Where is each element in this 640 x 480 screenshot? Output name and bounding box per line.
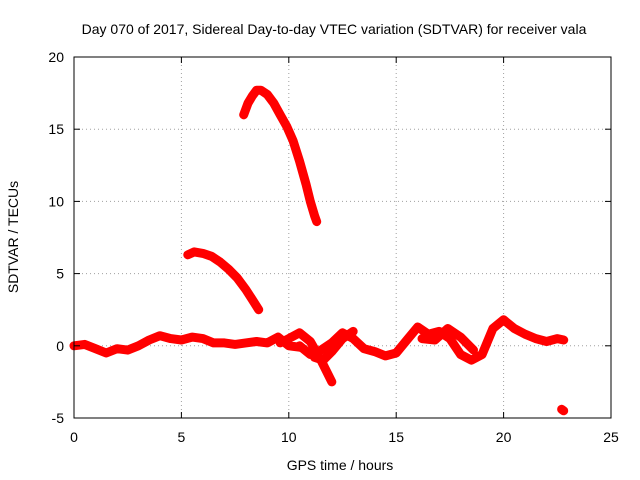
series-baseline-arc-5 (417, 324, 478, 355)
series-isolated-point (557, 404, 569, 416)
series-band (69, 331, 304, 358)
plot-frame (73, 56, 612, 419)
series-mid-arc-1 (183, 247, 264, 315)
y-axis-label: SDTVAR / TECUs (5, 181, 21, 293)
series-band (183, 247, 264, 315)
x-tick-label: 5 (178, 429, 186, 445)
series-baseline-arc-4 (310, 326, 358, 365)
x-axis-label: GPS time / hours (287, 457, 394, 473)
y-tick-label: 15 (48, 121, 64, 137)
grid (74, 57, 611, 418)
y-tick-label: 0 (56, 338, 64, 354)
data-series (69, 85, 569, 416)
y-tick-label: -5 (52, 410, 65, 426)
x-tick-label: 15 (388, 429, 404, 445)
axis-ticks: 0 5 10 15 20 25 -5 0 5 10 15 20 (48, 49, 619, 445)
y-tick-label: 10 (48, 193, 64, 209)
series-high-arc-1 (239, 85, 322, 227)
chart-title: Day 070 of 2017, Sidereal Day-to-day VTE… (82, 21, 587, 37)
x-tick-label: 20 (496, 429, 512, 445)
x-tick-label: 25 (603, 429, 619, 445)
x-tick-label: 10 (281, 429, 297, 445)
y-tick-label: 5 (56, 266, 64, 282)
y-tick-label: 20 (48, 49, 64, 65)
x-tick-label: 0 (70, 429, 78, 445)
